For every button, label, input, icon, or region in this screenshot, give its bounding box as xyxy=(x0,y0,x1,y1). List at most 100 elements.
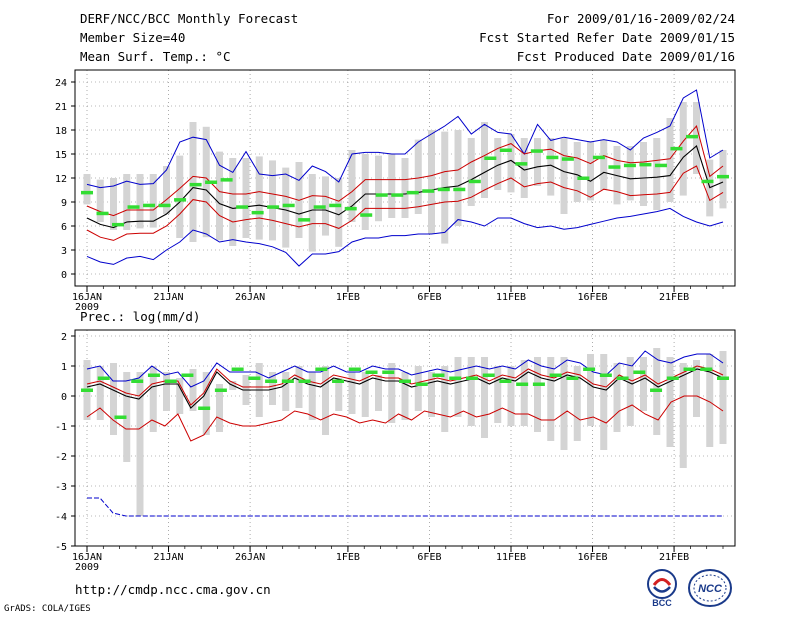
temp-observed-marker xyxy=(530,149,543,153)
prec-ytick-label: -3 xyxy=(55,482,67,493)
prec-box xyxy=(282,372,290,411)
prec-observed-marker xyxy=(181,373,194,377)
prec-observed-marker xyxy=(633,370,646,374)
temp-observed-marker xyxy=(329,203,342,208)
prec-ytick-label: 1 xyxy=(61,362,67,373)
prec-ytick-label: -5 xyxy=(55,542,67,553)
prec-box xyxy=(534,357,541,432)
temp-observed-marker xyxy=(546,155,559,160)
temp-box xyxy=(679,102,687,196)
prec-observed-marker xyxy=(365,370,378,374)
temp-box xyxy=(348,150,356,222)
temp-panel: 0 3 6 9 12 15 18 21 24 16JAN 21JAN 26JAN 1FEB 6FEB 11F… xyxy=(55,69,736,313)
temp-observed-marker xyxy=(422,189,435,193)
temp-box xyxy=(308,174,316,252)
prec-box xyxy=(322,366,329,435)
temp-box xyxy=(229,158,237,246)
header-right-1: For 2009/01/16-2009/02/24 xyxy=(546,11,735,26)
temp-observed-marker xyxy=(189,182,202,187)
prec-box xyxy=(348,372,356,414)
prec-observed-marker xyxy=(616,376,629,380)
prec-lower_blue-line xyxy=(87,497,723,517)
temp-box xyxy=(189,122,197,242)
temp-box xyxy=(83,174,91,205)
prec-box xyxy=(467,357,475,426)
temp-box xyxy=(216,151,223,241)
prec-xtick-label: 21JAN xyxy=(153,552,183,563)
temp-observed-marker xyxy=(701,179,714,184)
prec-observed-marker xyxy=(549,373,562,377)
prec-ytick-label: -1 xyxy=(55,422,67,433)
temp-box xyxy=(719,150,727,209)
temp-xtick-label: 16JAN xyxy=(72,292,102,303)
temp-lower_red-line xyxy=(86,165,724,241)
temp-box xyxy=(666,118,674,202)
prec-observed-marker xyxy=(97,376,110,380)
temp-ytick-label: 6 xyxy=(61,222,67,233)
temp-observed-marker xyxy=(639,162,652,167)
prec-observed-marker xyxy=(248,376,261,380)
prec-observed-marker xyxy=(465,376,478,380)
temp-box xyxy=(242,158,250,238)
temp-box xyxy=(653,138,661,210)
prec-box xyxy=(202,372,210,435)
prec-panel: -5 -4 -3 -2 -1 0 1 2 16JAN 21JAN 26JAN 1FEB 6FEB 11FE… xyxy=(55,329,736,573)
temp-observed-marker xyxy=(592,155,605,160)
prec-xtick-label: 16JAN xyxy=(72,552,102,563)
prec-box xyxy=(110,363,117,435)
temp-box xyxy=(520,138,528,198)
temp-observed-marker xyxy=(406,190,419,195)
prec-box xyxy=(454,357,462,417)
prec-box xyxy=(136,372,144,516)
temp-box xyxy=(123,174,131,230)
prec-observed-marker xyxy=(415,382,428,386)
temp-ytick-label: 21 xyxy=(55,102,67,113)
temp-box xyxy=(149,174,157,228)
header-left-3: Mean Surf. Temp.: °C xyxy=(80,49,231,64)
temp-box xyxy=(388,154,396,218)
prec-frame xyxy=(74,329,736,547)
temp-observed-marker xyxy=(623,163,636,168)
temp-ytick-label: 15 xyxy=(55,150,67,161)
precip-panel-title: Prec.: log(mm/d) xyxy=(80,309,201,324)
prec-box xyxy=(520,360,528,426)
prec-observed-marker xyxy=(499,379,512,383)
prec-observed-marker xyxy=(198,406,211,410)
prec-observed-marker xyxy=(717,376,729,380)
prec-box xyxy=(441,366,449,432)
prec-ytick-label: -4 xyxy=(55,512,67,523)
prec-box xyxy=(573,366,581,441)
prec-xtick-label: 11FEB xyxy=(496,552,526,563)
temp-box xyxy=(414,139,422,214)
header-left-1: DERF/NCC/BCC Monthly Forecast xyxy=(80,11,299,26)
prec-observed-marker xyxy=(449,376,462,380)
temp-observed-marker xyxy=(112,222,125,227)
temp-box xyxy=(467,138,475,206)
prec-box xyxy=(335,378,343,411)
temp-ytick-label: 24 xyxy=(55,78,67,89)
temp-box xyxy=(428,130,435,234)
prec-box xyxy=(640,357,647,411)
temp-year-label: 2009 xyxy=(75,302,99,313)
prec-box xyxy=(428,372,435,417)
temp-observed-marker xyxy=(344,206,357,211)
temp-ytick-label: 9 xyxy=(61,198,67,209)
temp-observed-marker xyxy=(515,162,528,166)
footer-url[interactable]: http://cmdp.ncc.cma.gov.cn xyxy=(75,582,271,597)
temp-observed-marker xyxy=(375,193,388,197)
prec-box xyxy=(375,375,382,411)
prec-box xyxy=(613,363,621,432)
temp-box xyxy=(335,178,343,247)
prec-box xyxy=(693,360,700,417)
prec-xtick-label: 1FEB xyxy=(336,552,360,563)
temp-observed-marker xyxy=(468,179,481,184)
ncc-logo: NCC xyxy=(688,569,732,607)
prec-observed-marker xyxy=(566,376,579,380)
prec-observed-marker xyxy=(281,379,294,383)
prec-box xyxy=(123,372,131,462)
prec-xtick-label: 21FEB xyxy=(659,552,689,563)
prec-observed-marker xyxy=(532,382,545,386)
prec-observed-marker xyxy=(666,376,679,380)
temp-observed-marker xyxy=(298,218,311,222)
